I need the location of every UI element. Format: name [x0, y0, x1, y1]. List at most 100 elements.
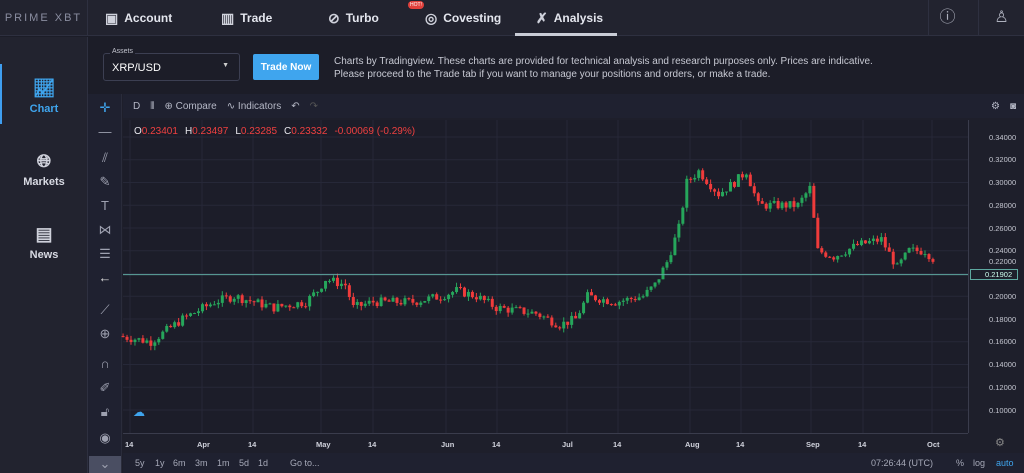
globe-icon: 🌐︎ [36, 151, 52, 171]
undo-icon[interactable]: ↶ [291, 100, 300, 112]
time-axis[interactable] [123, 433, 968, 453]
current-price-label: 0.21902 [970, 269, 1018, 280]
user-icon[interactable]: ♙ [978, 0, 1024, 36]
time-tick-label: May [316, 440, 331, 449]
time-tick-label: 14 [248, 440, 257, 449]
chart-icon: 📈︎ [32, 78, 56, 98]
assets-label: Assets [110, 48, 136, 55]
ohlc-high: H0.23497 [184, 126, 229, 137]
price-tick-label: 0.18000 [989, 314, 1017, 324]
screenshot-icon[interactable]: ◙ [1009, 100, 1016, 112]
brand-logo: PRIME XBT [0, 0, 88, 36]
price-tick-label: 0.12000 [989, 382, 1017, 392]
lock-drawings-icon[interactable]: ✐ [99, 380, 111, 395]
range-1d[interactable]: 1d [258, 458, 269, 468]
zoom-in-icon[interactable]: ⊕ [99, 326, 111, 341]
ohlc-change: -0.00069 (-0.29%) [334, 126, 416, 137]
turbo-icon: ⊘ [328, 10, 340, 26]
price-tick-label: 0.30000 [989, 178, 1017, 187]
range-1y[interactable]: 1y [155, 458, 165, 468]
nav-label: Covesting [443, 11, 502, 25]
sidebar-item-markets[interactable]: 🌐︎ Markets [0, 151, 88, 188]
nav-label: Account [124, 11, 173, 25]
arrow-left-icon[interactable]: ← [98, 270, 112, 285]
sidebar-label: Markets [23, 176, 65, 188]
price-tick-label: 0.14000 [989, 360, 1017, 369]
magnet-icon[interactable]: ∩ [100, 356, 110, 371]
crosshair-icon[interactable]: ✛ [99, 100, 111, 115]
nav-covesting[interactable]: ◎ Covesting [425, 0, 501, 36]
news-icon: ▤ [35, 224, 53, 244]
candle-type-icon[interactable]: ⫴ [150, 100, 155, 112]
range-3m[interactable]: 3m [195, 458, 208, 468]
eye-icon[interactable]: ◉ [99, 430, 111, 445]
time-tick-label: 14 [613, 440, 622, 449]
drawing-toolbar: ✛ — ⫽ ✎ T ⋈ ☰ ← ⟋ ⊕ ∩ ✐ 🔓︎ ◉ ⌄ [88, 94, 122, 473]
axis-settings-icon[interactable]: ⚙ [995, 437, 1005, 449]
indicators-label: Indicators [237, 100, 282, 112]
disclaimer-text: Charts by Tradingview. These charts are … [334, 56, 873, 80]
time-tick-label: 14 [858, 440, 867, 449]
sidebar: 📈︎ Chart 🌐︎ Markets ▤ News [0, 37, 88, 473]
help-icon[interactable]: ⓘ [928, 0, 966, 36]
line-tool-icon[interactable]: — [98, 124, 112, 139]
price-tick-label: 0.24000 [989, 246, 1017, 256]
nav-analysis[interactable]: ✗ Analysis [536, 0, 603, 36]
compare-button[interactable]: ⊕ Compare [164, 100, 217, 112]
assets-select[interactable]: Assets XRP/USD ▼ [103, 48, 240, 81]
range-5y[interactable]: 5y [135, 458, 145, 468]
time-tick-label: Jul [562, 440, 573, 449]
time-tick-label: Oct [927, 440, 940, 449]
indicators-button[interactable]: ∿ Indicators [226, 100, 282, 112]
nav-trade[interactable]: ▥ Trade [221, 0, 272, 36]
range-6m[interactable]: 6m [173, 458, 186, 468]
nav-label: Analysis [553, 11, 604, 25]
goto-button[interactable]: Go to... [290, 458, 320, 468]
covesting-icon: ◎ [425, 10, 438, 26]
price-tick-label: 0.16000 [989, 337, 1017, 347]
nav-label: Trade [240, 11, 273, 25]
hot-badge: HOT! [408, 1, 424, 9]
nav-turbo[interactable]: ⊘ Turbo [328, 0, 379, 36]
nav-label: Turbo [345, 11, 379, 25]
sidebar-item-chart[interactable]: 📈︎ Chart [0, 78, 88, 115]
analysis-icon: ✗ [536, 10, 548, 26]
percent-toggle[interactable]: % [956, 458, 965, 468]
time-tick-label: Aug [685, 440, 700, 449]
pattern-icon[interactable]: ⋈ [98, 222, 112, 237]
redo-icon[interactable]: ↷ [309, 100, 319, 112]
time-tick-label: Sep [806, 440, 820, 449]
pitchfork-icon[interactable]: ⫽ [102, 150, 108, 165]
chart-toolbar: D ⫴ ⊕ Compare ∿ Indicators ↶ ↷ ⚙ ◙ [123, 94, 1024, 118]
ohlc-open: O0.23401 [134, 126, 178, 137]
text-tool-icon[interactable]: T [101, 198, 109, 213]
price-tick-label: 0.10000 [989, 405, 1017, 415]
time-tick-label: Apr [197, 440, 210, 449]
brush-icon[interactable]: ✎ [99, 174, 111, 189]
price-tick-label: 0.22000 [989, 257, 1017, 267]
price-tick-label: 0.32000 [989, 155, 1017, 165]
interval-button[interactable]: D [133, 100, 141, 112]
compare-label: Compare [175, 100, 217, 112]
log-toggle[interactable]: log [973, 458, 986, 468]
price-tick-label: 0.28000 [989, 200, 1017, 210]
prediction-icon[interactable]: ☰ [99, 246, 111, 261]
sidebar-label: Chart [29, 103, 59, 115]
collapse-toolbar-icon[interactable]: ⌄ [89, 456, 121, 473]
time-tick-label: Jun [441, 440, 455, 449]
settings-icon[interactable]: ⚙ [990, 100, 1000, 112]
active-tab-indicator [515, 33, 617, 36]
sidebar-item-news[interactable]: ▤ News [0, 224, 88, 261]
clock: 07:26:44 (UTC) [871, 458, 934, 468]
range-1m[interactable]: 1m [217, 458, 230, 468]
lock-icon[interactable]: 🔓︎ [100, 404, 110, 419]
nav-account[interactable]: ▣ Account [105, 0, 172, 36]
time-tick-label: 14 [492, 440, 501, 449]
auto-toggle[interactable]: auto [996, 458, 1014, 468]
caret-down-icon: ▼ [222, 62, 229, 69]
bar-chart-icon: ▥ [221, 10, 235, 26]
range-5d[interactable]: 5d [239, 458, 250, 468]
chart-plot-area[interactable] [123, 120, 968, 433]
trade-now-button[interactable]: Trade Now [253, 54, 319, 80]
ruler-icon[interactable]: ⟋ [100, 302, 110, 317]
